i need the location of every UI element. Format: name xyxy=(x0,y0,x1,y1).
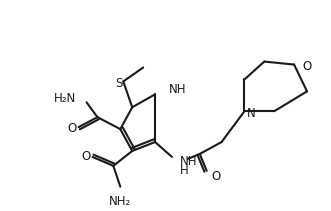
Text: O: O xyxy=(212,170,221,183)
Text: H: H xyxy=(180,164,189,177)
Text: NH: NH xyxy=(169,83,186,96)
Text: O: O xyxy=(67,122,76,135)
Text: O: O xyxy=(81,150,90,163)
Text: NH: NH xyxy=(180,155,197,168)
Text: N: N xyxy=(247,107,255,120)
Text: NH₂: NH₂ xyxy=(109,195,131,208)
Text: H₂N: H₂N xyxy=(54,92,76,105)
Text: S: S xyxy=(116,77,123,90)
Text: O: O xyxy=(302,60,311,73)
